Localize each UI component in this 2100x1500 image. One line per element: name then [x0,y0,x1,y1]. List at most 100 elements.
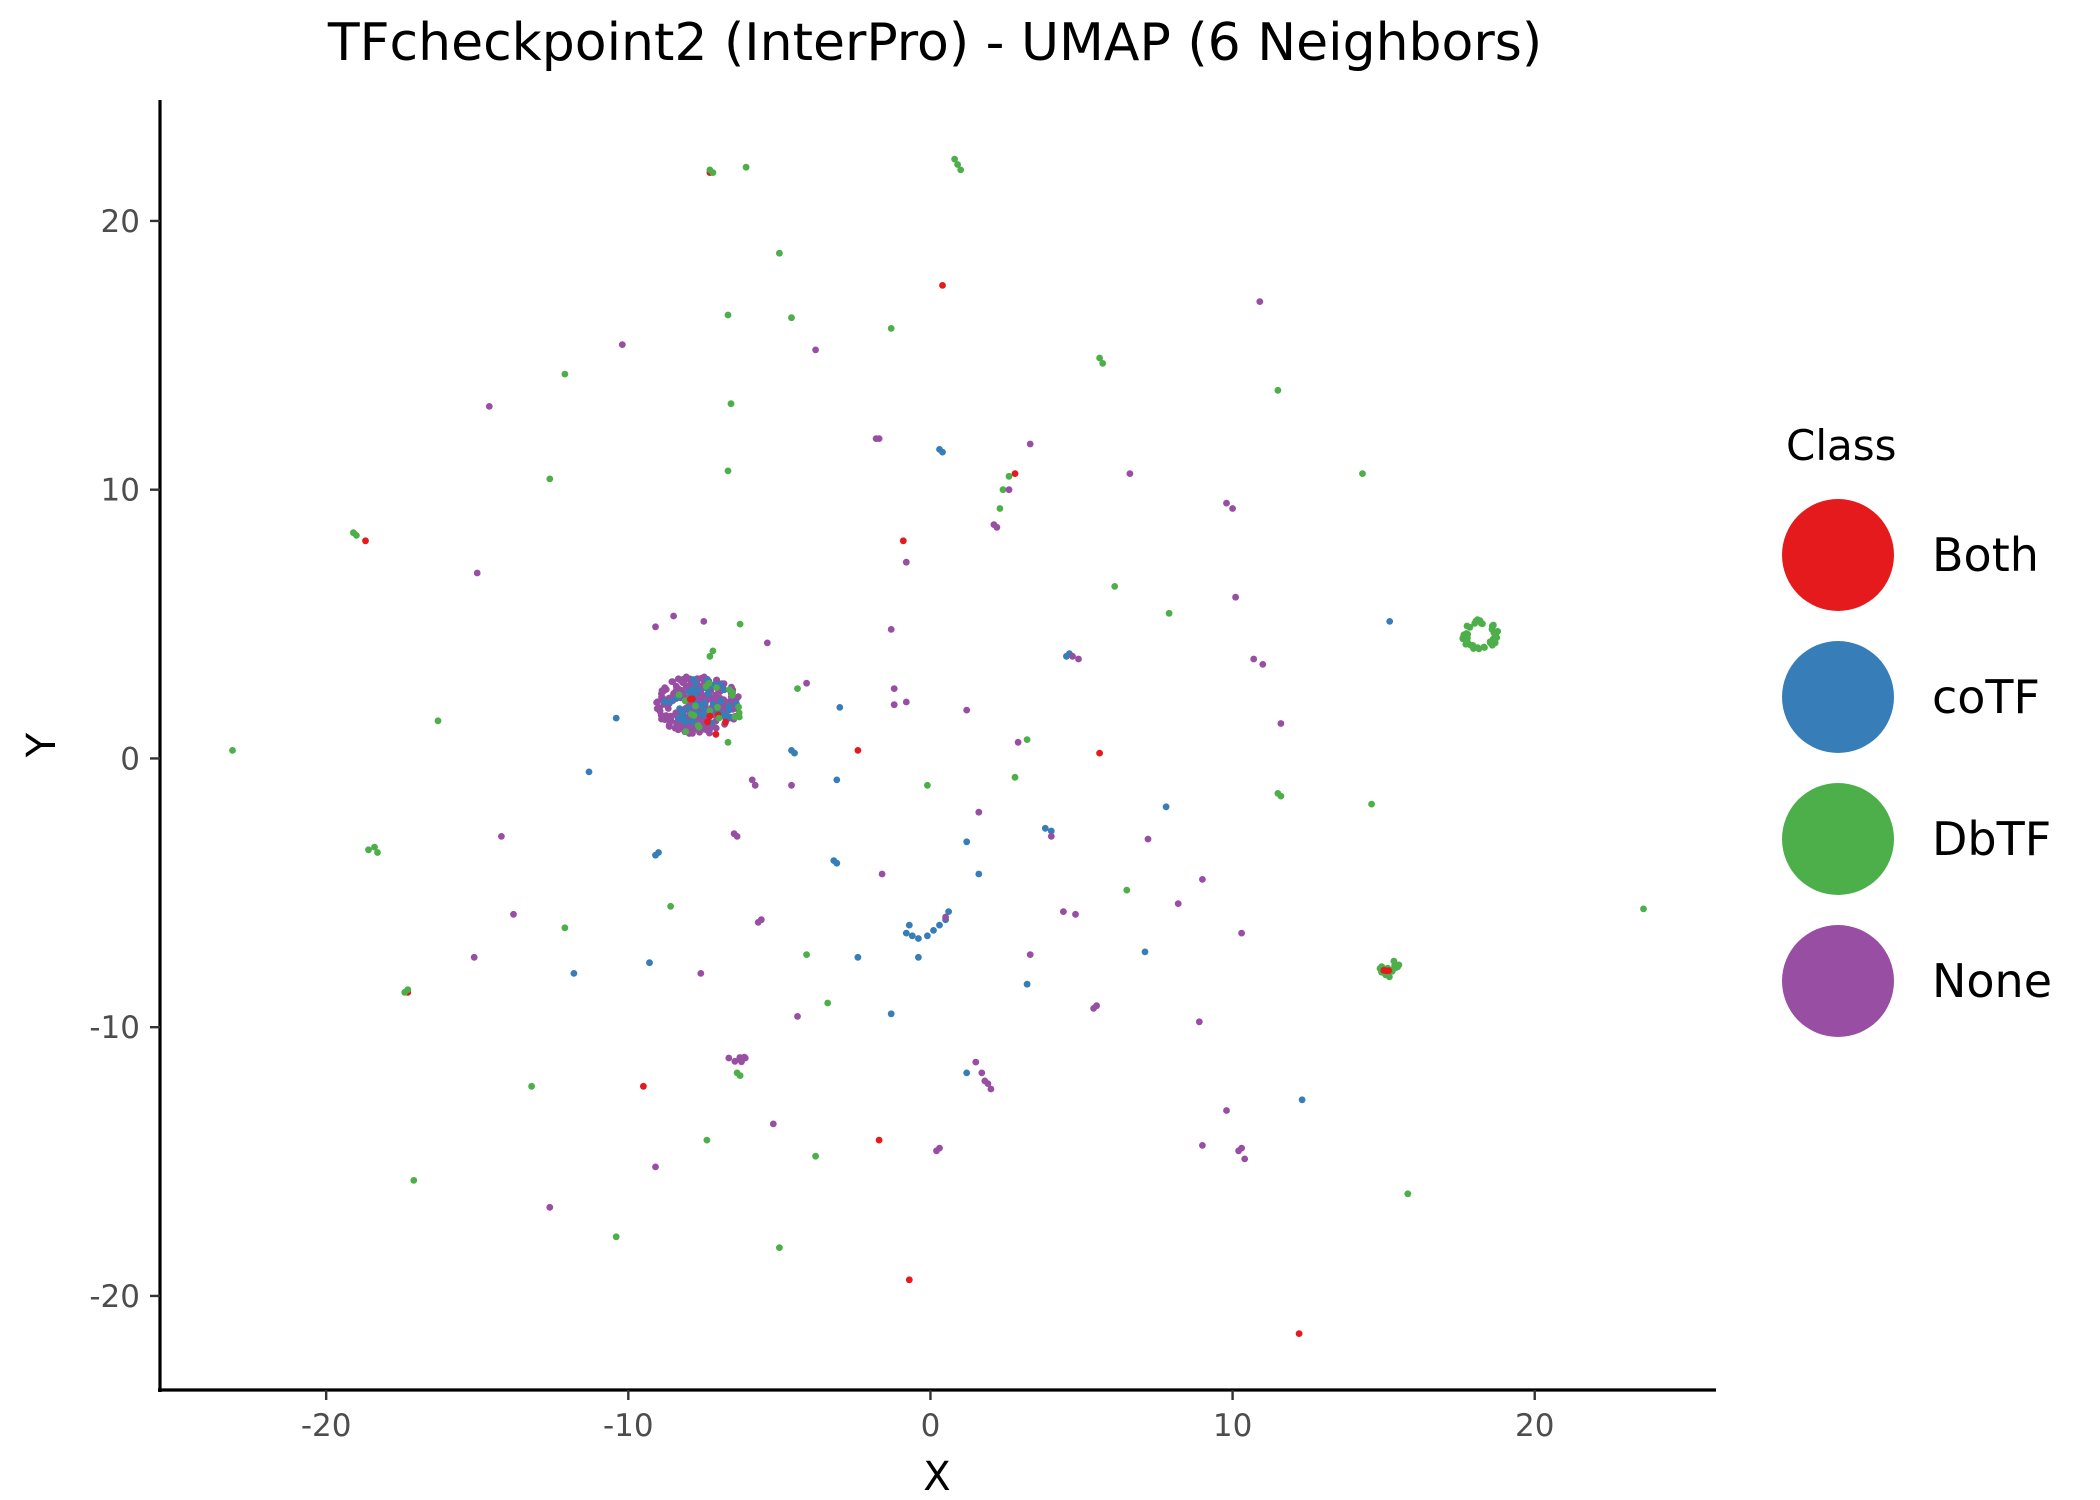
point-both [875,1136,883,1144]
point-both [712,730,720,738]
point-both [899,537,907,545]
point-dbtf [353,532,360,539]
point-dbtf [612,1233,620,1241]
point-cotf [887,1010,895,1018]
point-dbtf [824,999,832,1007]
point-cotf [692,679,699,687]
point-cotf [939,448,946,456]
point-dbtf [706,652,714,660]
point-both [640,1082,647,1090]
point-cotf [915,935,922,942]
point-none [660,715,667,723]
point-none [659,687,667,695]
point-dbtf [1099,360,1107,367]
legend-label-none: None [1932,954,2052,1008]
y-tick-label: 0 [120,741,140,777]
point-none [803,679,810,687]
point-cotf [915,953,922,961]
point-dbtf [694,722,702,729]
point-dbtf [1470,645,1477,652]
point-both [905,1276,913,1284]
point-dbtf [727,400,735,408]
point-cotf [1386,618,1394,625]
point-dbtf [703,1136,711,1144]
point-cotf [963,838,971,846]
point-none [981,1077,989,1085]
point-both [1011,470,1019,477]
point-dbtf [742,163,750,171]
point-both [1295,1330,1303,1337]
point-dbtf [735,709,743,717]
point-both [722,718,729,726]
point-none [698,675,706,683]
point-both [939,282,946,289]
point-dbtf [715,714,723,722]
point-dbtf [1640,905,1647,913]
point-dbtf [1390,957,1398,965]
point-cotf [666,698,674,706]
point-cotf [930,927,937,934]
point-cotf [833,776,841,784]
point-dbtf [682,728,690,735]
point-dbtf [954,161,961,168]
point-cotf [908,932,916,940]
point-dbtf [561,924,569,932]
point-none [972,1058,980,1066]
point-none [697,970,705,977]
point-dbtf [702,683,710,690]
point-cotf [652,851,659,859]
point-dbtf [724,311,732,319]
point-none [618,341,626,348]
point-none [1072,910,1079,918]
point-cotf [661,698,669,706]
point-cotf [936,921,943,929]
point-none [1174,900,1182,907]
legend-title: Class [1786,421,1897,470]
point-both [854,747,862,754]
point-dbtf [692,702,699,710]
point-cotf [704,690,712,698]
y-tick-label: 10 [101,473,140,509]
y-tick-label: 20 [101,204,140,240]
x-axis-ticks: -20 -10 0 10 20 [301,1390,1554,1444]
point-cotf [684,704,692,712]
point-dbtf [776,1244,783,1251]
point-none [1026,951,1034,958]
point-none [1259,661,1267,668]
point-dbtf [410,1177,418,1184]
legend-label-dbtf: DbTF [1932,812,2051,866]
point-cotf [1047,827,1055,835]
point-none [812,346,819,354]
point-dbtf [528,1082,535,1090]
point-dbtf [724,738,732,746]
point-both [686,695,694,703]
point-dbtf [1472,617,1480,625]
point-none [1195,1018,1203,1026]
point-cotf [1041,824,1049,832]
point-none [652,1163,659,1171]
point-none [978,1069,986,1077]
point-dbtf [706,707,714,715]
point-cotf [689,718,696,726]
point-none [1199,1142,1206,1149]
x-tick-label: 20 [1515,1408,1554,1444]
point-dbtf [735,703,742,711]
point-dbtf [1274,386,1282,394]
point-cotf [720,686,728,694]
scatter-points [229,155,1647,1337]
chart-title: TFcheckpoint2 (InterPro) - UMAP (6 Neigh… [327,13,1542,73]
point-dbtf [724,467,732,475]
point-both [704,718,711,726]
point-none [794,1013,801,1020]
point-none [681,676,689,684]
point-dbtf [1111,583,1119,590]
point-none [1277,720,1285,727]
point-cotf [585,768,593,776]
point-none [1199,876,1206,883]
point-none [731,1057,739,1065]
point-none [933,1147,940,1155]
point-none [485,403,493,410]
point-dbtf [736,1072,744,1079]
point-none [942,913,949,921]
point-dbtf [713,684,720,691]
